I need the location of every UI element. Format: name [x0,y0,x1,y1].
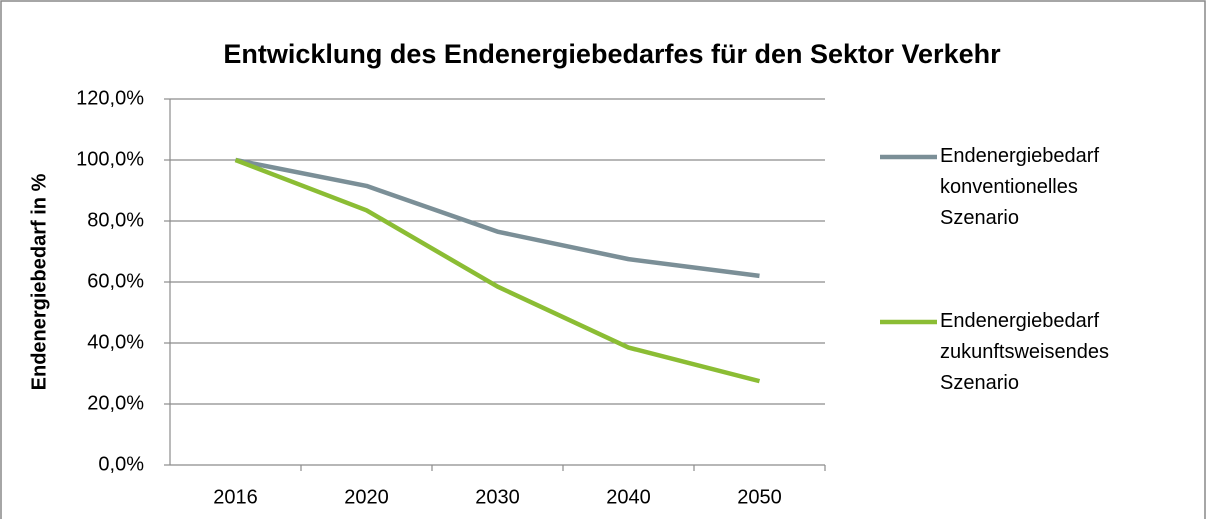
y-tick-label: 20,0% [87,392,144,414]
y-tick-label: 0,0% [98,453,144,475]
y-tick-label: 60,0% [87,270,144,292]
x-tick-label: 2030 [475,486,520,508]
x-tick-label: 2040 [606,486,651,508]
y-tick-label: 40,0% [87,331,144,353]
y-tick-label: 100,0% [76,148,144,170]
chart-title: Entwicklung des Endenergiebedarfes für d… [223,39,1001,69]
x-tick-label: 2050 [737,486,782,508]
x-tick-label: 2016 [213,486,258,508]
y-tick-label: 80,0% [87,209,144,231]
x-tick-label: 2020 [344,486,389,508]
legend-label: Endenergiebedarf konventionelles Szenario [940,145,1099,229]
series-line [235,157,760,279]
legend-label: Endenergiebedarf zukunftsweisendes Szenari… [940,310,1109,394]
y-tick-label: 120,0% [76,87,144,109]
series-line [234,157,761,384]
y-axis-label: Endenergiebedarf in % [28,173,50,390]
